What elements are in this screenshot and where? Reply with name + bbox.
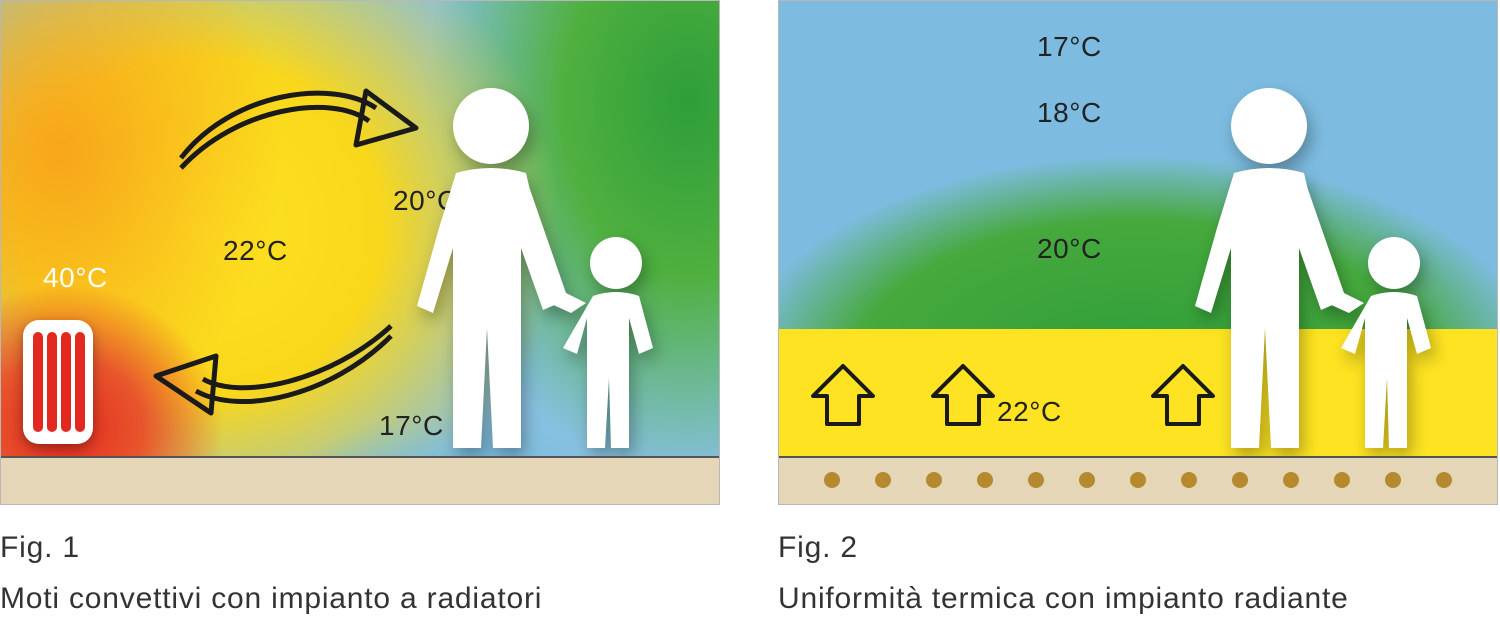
fig2-caption-text: Uniformità termica con impianto radiante (778, 582, 1349, 615)
radiator-icon (19, 312, 97, 452)
pipe-dot (1181, 472, 1197, 488)
floor (1, 456, 719, 504)
fig1-caption-text: Moti convettivi con impianto a radiatori (0, 582, 542, 615)
temp-22: 22°C (997, 396, 1062, 428)
pipe-dot (824, 472, 840, 488)
pipe-dot (1028, 472, 1044, 488)
figure-1: 40°C 22°C 20°C 17°C Fig. 1 (0, 0, 720, 621)
figure-2: 17°C 18°C 20°C 22°C (778, 0, 1498, 621)
pipe-dot (1334, 472, 1350, 488)
temp-17: 17°C (1037, 31, 1102, 63)
people-icon (361, 78, 691, 458)
temp-40: 40°C (43, 262, 108, 294)
pipe-dot (1130, 472, 1146, 488)
up-arrow-icon (927, 362, 999, 434)
fig1-scene: 40°C 22°C 20°C 17°C (0, 0, 720, 505)
fig2-number: Fig. 2 (778, 525, 1498, 570)
up-arrow-icon (807, 362, 879, 434)
pipe-dot (1385, 472, 1401, 488)
pipe-dot (977, 472, 993, 488)
pipe-dot (1079, 472, 1095, 488)
temp-18: 18°C (1037, 97, 1102, 129)
temp-20: 20°C (1037, 233, 1102, 265)
pipe-dot (875, 472, 891, 488)
pipe-dot (1436, 472, 1452, 488)
pipe-dot (1232, 472, 1248, 488)
fig1-number: Fig. 1 (0, 525, 720, 570)
pipe-dot (1283, 472, 1299, 488)
underfloor-pipes (779, 456, 1497, 504)
temp-22: 22°C (223, 235, 288, 267)
fig1-caption: Fig. 1 Moti convettivi con impianto a ra… (0, 525, 720, 621)
fig2-caption: Fig. 2 Uniformità termica con impianto r… (778, 525, 1498, 621)
fig2-scene: 17°C 18°C 20°C 22°C (778, 0, 1498, 505)
pipe-dot (926, 472, 942, 488)
people-icon (1139, 78, 1469, 458)
